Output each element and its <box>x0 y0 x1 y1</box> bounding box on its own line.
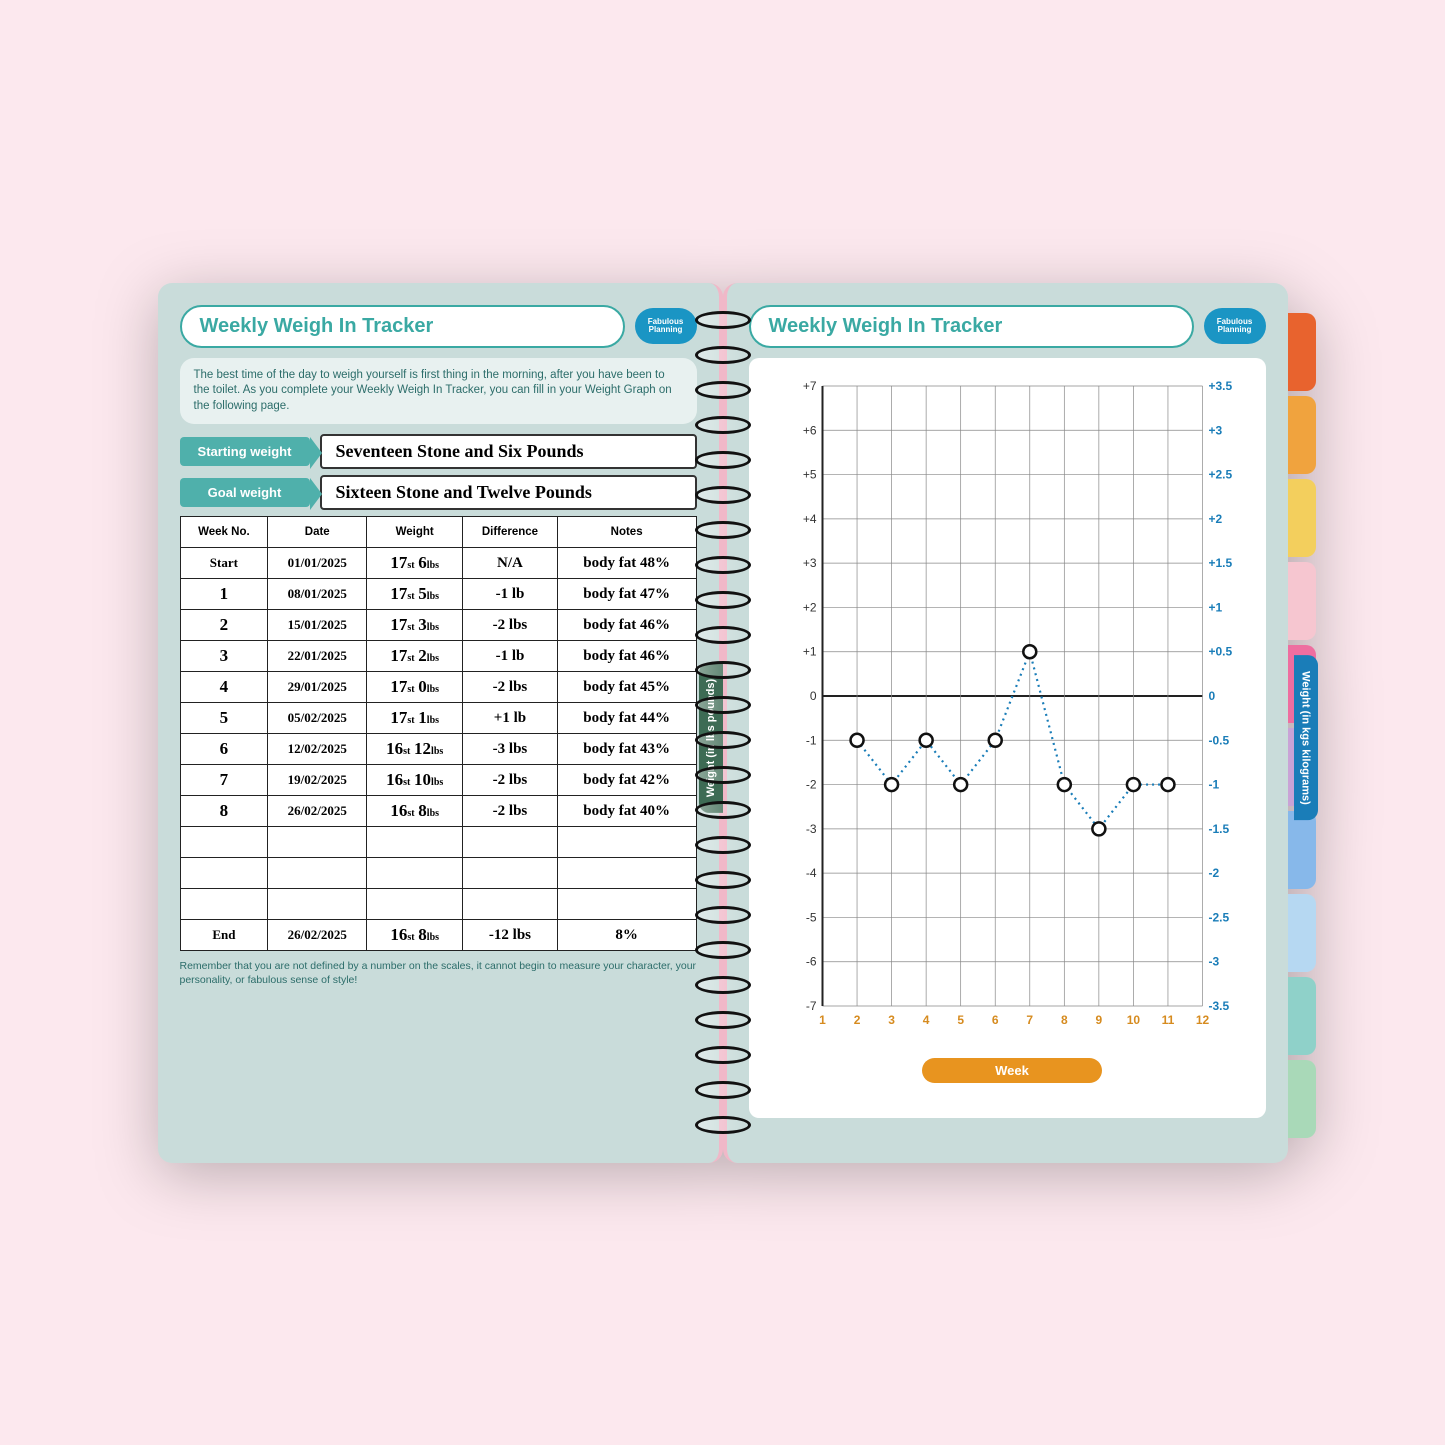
svg-text:+2.5: +2.5 <box>1208 467 1232 481</box>
right-page: Weekly Weigh In Tracker Fabulous Plannin… <box>723 283 1288 1163</box>
svg-text:+3: +3 <box>802 556 816 570</box>
svg-text:+2: +2 <box>802 600 816 614</box>
svg-text:5: 5 <box>957 1013 964 1027</box>
table-row: 826/02/202516st 8lbs-2 lbsbody fat 40% <box>180 796 696 827</box>
left-page: Weekly Weigh In Tracker Fabulous Plannin… <box>158 283 723 1163</box>
svg-text:+3.5: +3.5 <box>1208 379 1232 393</box>
y-axis-right-label: Weight (in kgs kilograms) <box>1294 655 1318 821</box>
section-tab[interactable] <box>1280 1060 1316 1138</box>
table-row: End26/02/202516st 8lbs-12 lbs8% <box>180 920 696 951</box>
svg-text:+1.5: +1.5 <box>1208 556 1232 570</box>
section-tab[interactable] <box>1280 479 1316 557</box>
goal-weight-label: Goal weight <box>180 478 310 507</box>
section-tab[interactable] <box>1280 396 1316 474</box>
svg-text:-4: -4 <box>805 866 816 880</box>
goal-weight-value: Sixteen Stone and Twelve Pounds <box>320 475 697 510</box>
svg-text:0: 0 <box>809 689 816 703</box>
section-tab[interactable] <box>1280 313 1316 391</box>
table-row <box>180 858 696 889</box>
svg-text:-5: -5 <box>805 910 816 924</box>
svg-text:-2: -2 <box>1208 866 1219 880</box>
weight-chart: Weight (in lbs pounds) Weight (in kgs ki… <box>749 358 1266 1118</box>
table-row: 215/01/202517st 3lbs-2 lbsbody fat 46% <box>180 610 696 641</box>
table-row: 719/02/202516st 10lbs-2 lbsbody fat 42% <box>180 765 696 796</box>
brand-logo: Fabulous Planning <box>635 308 697 344</box>
svg-text:+5: +5 <box>802 467 816 481</box>
column-header: Week No. <box>180 517 268 548</box>
section-tab[interactable] <box>1280 977 1316 1055</box>
page-title-right: Weekly Weigh In Tracker <box>749 305 1194 348</box>
table-row <box>180 889 696 920</box>
svg-text:7: 7 <box>1026 1013 1033 1027</box>
svg-text:9: 9 <box>1095 1013 1102 1027</box>
svg-text:-2.5: -2.5 <box>1208 910 1229 924</box>
svg-text:-6: -6 <box>805 954 816 968</box>
table-row: 322/01/202517st 2lbs-1 lbbody fat 46% <box>180 641 696 672</box>
column-header: Date <box>268 517 367 548</box>
column-header: Notes <box>557 517 696 548</box>
footer-note: Remember that you are not defined by a n… <box>180 959 697 987</box>
table-row <box>180 827 696 858</box>
planner-spread: Weekly Weigh In Tracker Fabulous Plannin… <box>158 283 1288 1163</box>
svg-text:-0.5: -0.5 <box>1208 733 1229 747</box>
table-row: Start01/01/202517st 6lbsN/Abody fat 48% <box>180 548 696 579</box>
table-row: 429/01/202517st 0lbs-2 lbsbody fat 45% <box>180 672 696 703</box>
section-tab[interactable] <box>1280 811 1316 889</box>
section-tab[interactable] <box>1280 562 1316 640</box>
svg-text:-7: -7 <box>805 999 816 1013</box>
column-header: Weight <box>367 517 463 548</box>
svg-text:8: 8 <box>1060 1013 1067 1027</box>
svg-text:-3.5: -3.5 <box>1208 999 1229 1013</box>
svg-text:-2: -2 <box>805 777 816 791</box>
svg-text:12: 12 <box>1195 1013 1209 1027</box>
intro-text: The best time of the day to weigh yourse… <box>180 358 697 425</box>
svg-text:+2: +2 <box>1208 511 1222 525</box>
weigh-in-table: Week No.DateWeightDifferenceNotes Start0… <box>180 516 697 951</box>
svg-text:4: 4 <box>922 1013 929 1027</box>
x-axis-label: Week <box>922 1058 1102 1083</box>
starting-weight-label: Starting weight <box>180 437 310 466</box>
svg-text:+3: +3 <box>1208 423 1222 437</box>
svg-text:2: 2 <box>853 1013 860 1027</box>
svg-text:+0.5: +0.5 <box>1208 644 1232 658</box>
page-title-left: Weekly Weigh In Tracker <box>180 305 625 348</box>
svg-text:10: 10 <box>1126 1013 1140 1027</box>
y-axis-left-label: Weight (in lbs pounds) <box>699 662 723 812</box>
svg-text:3: 3 <box>888 1013 895 1027</box>
table-row: 612/02/202516st 12lbs-3 lbsbody fat 43% <box>180 734 696 765</box>
section-tab[interactable] <box>1280 894 1316 972</box>
svg-text:11: 11 <box>1161 1013 1174 1027</box>
svg-text:1: 1 <box>819 1013 826 1027</box>
svg-text:+1: +1 <box>1208 600 1222 614</box>
svg-text:6: 6 <box>991 1013 998 1027</box>
table-row: 505/02/202517st 1lbs+1 lbbody fat 44% <box>180 703 696 734</box>
svg-text:+6: +6 <box>802 423 816 437</box>
svg-text:-1: -1 <box>805 733 816 747</box>
chart-svg: +7 +6 +5 +4 +3 +2 +1 0 -1 -2 -3 -4 -5 -6 -7 +3.5 +3 +2.5 +… <box>789 376 1236 1036</box>
table-row: 108/01/202517st 5lbs-1 lbbody fat 47% <box>180 579 696 610</box>
svg-text:-1: -1 <box>1208 777 1219 791</box>
svg-text:-3: -3 <box>1208 954 1219 968</box>
svg-text:-1.5: -1.5 <box>1208 821 1229 835</box>
svg-text:0: 0 <box>1208 689 1215 703</box>
svg-text:+4: +4 <box>802 511 816 525</box>
brand-logo: Fabulous Planning <box>1204 308 1266 344</box>
starting-weight-value: Seventeen Stone and Six Pounds <box>320 434 697 469</box>
svg-text:+7: +7 <box>802 379 816 393</box>
svg-text:+1: +1 <box>802 644 816 658</box>
column-header: Difference <box>463 517 558 548</box>
svg-text:-3: -3 <box>805 821 816 835</box>
